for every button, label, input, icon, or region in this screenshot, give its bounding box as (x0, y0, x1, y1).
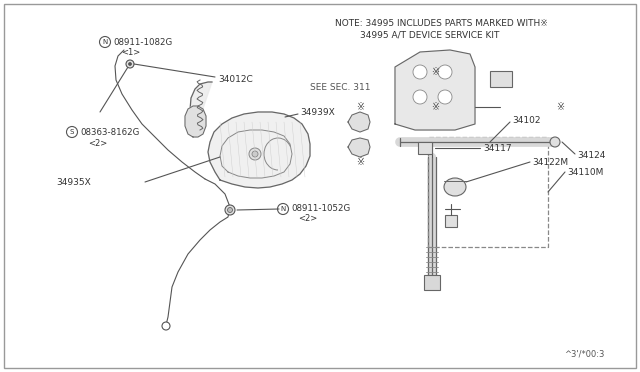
Text: ※: ※ (356, 157, 364, 167)
Polygon shape (208, 112, 310, 188)
Text: N: N (280, 206, 285, 212)
Text: 34110M: 34110M (567, 167, 604, 176)
Circle shape (278, 203, 289, 215)
Circle shape (438, 90, 452, 104)
Text: 34995 A/T DEVICE SERVICE KIT: 34995 A/T DEVICE SERVICE KIT (360, 31, 500, 39)
Circle shape (249, 148, 261, 160)
Text: N: N (102, 39, 108, 45)
Text: ※: ※ (556, 102, 564, 112)
Polygon shape (395, 50, 475, 130)
Text: 34102: 34102 (512, 115, 541, 125)
Text: <1>: <1> (121, 48, 140, 57)
Bar (424, 275, 440, 290)
Text: 34939X: 34939X (300, 108, 335, 116)
Circle shape (550, 137, 560, 147)
Circle shape (126, 60, 134, 68)
Text: 08911-1052G: 08911-1052G (291, 203, 350, 212)
Text: S: S (70, 129, 74, 135)
Bar (418, 142, 432, 154)
Text: 34117: 34117 (483, 144, 511, 153)
Text: ※: ※ (431, 102, 439, 112)
Text: ※: ※ (356, 102, 364, 112)
Circle shape (67, 126, 77, 138)
Polygon shape (348, 138, 370, 157)
Circle shape (225, 205, 235, 215)
Text: 34122M: 34122M (532, 157, 568, 167)
Polygon shape (185, 106, 206, 137)
Text: 34935X: 34935X (56, 177, 91, 186)
Circle shape (252, 151, 258, 157)
Circle shape (413, 90, 427, 104)
Text: ^3'/*00:3: ^3'/*00:3 (564, 350, 604, 359)
Text: <2>: <2> (298, 214, 317, 222)
Text: 34124: 34124 (577, 151, 605, 160)
Circle shape (99, 36, 111, 48)
Bar (445, 215, 457, 227)
Text: ※: ※ (431, 67, 439, 77)
Polygon shape (190, 82, 212, 132)
Ellipse shape (444, 178, 466, 196)
Text: NOTE: 34995 INCLUDES PARTS MARKED WITH※: NOTE: 34995 INCLUDES PARTS MARKED WITH※ (335, 19, 548, 28)
Text: 08911-1082G: 08911-1082G (113, 38, 172, 46)
Text: 34012C: 34012C (218, 74, 253, 83)
Text: 08363-8162G: 08363-8162G (80, 128, 140, 137)
Circle shape (129, 62, 131, 65)
Circle shape (413, 65, 427, 79)
Bar (428, 137, 548, 247)
Circle shape (227, 208, 232, 212)
Circle shape (438, 65, 452, 79)
Bar (490, 71, 512, 87)
Text: <2>: <2> (88, 138, 108, 148)
Circle shape (162, 322, 170, 330)
Polygon shape (348, 112, 370, 132)
Text: SEE SEC. 311: SEE SEC. 311 (310, 83, 371, 92)
